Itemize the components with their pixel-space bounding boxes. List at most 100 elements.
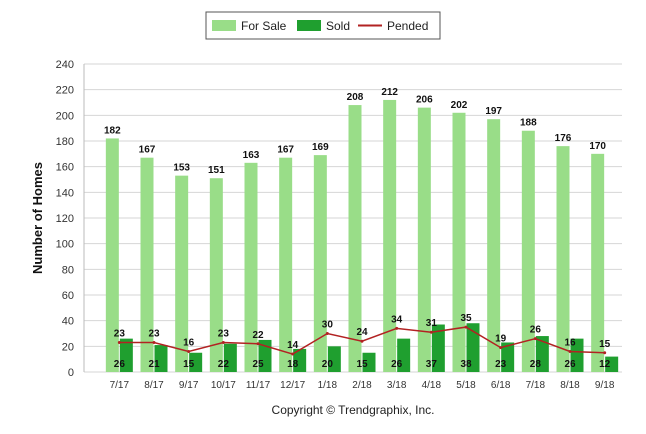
sold-value-label: 15: [356, 359, 368, 370]
sold-value-label: 20: [322, 359, 334, 370]
sold-value-label: 21: [148, 359, 160, 370]
x-tick-label: 8/18: [560, 380, 580, 391]
pended-value-label: 35: [460, 313, 472, 324]
for-sale-value-label: 169: [312, 142, 329, 153]
for-sale-value-label: 151: [208, 165, 225, 176]
for-sale-value-label: 167: [139, 145, 156, 156]
bar-sold: [466, 323, 480, 372]
sold-value-label: 12: [599, 359, 611, 370]
bar-sold: [189, 352, 203, 372]
bar-for-sale: [313, 155, 327, 372]
legend-label-sold: Sold: [326, 19, 350, 33]
pended-value-label: 23: [114, 328, 126, 339]
sold-value-label: 18: [287, 359, 299, 370]
y-tick-label: 220: [56, 85, 74, 97]
pended-value-label: 34: [391, 314, 403, 325]
bar-sold: [431, 324, 445, 372]
pended-value-label: 15: [599, 339, 611, 350]
x-tick-label: 7/18: [526, 380, 546, 391]
pended-point: [221, 340, 225, 344]
y-tick-label: 100: [56, 239, 74, 251]
pended-point: [325, 332, 329, 335]
pended-point: [499, 346, 503, 350]
for-sale-value-label: 163: [243, 150, 260, 161]
y-tick-label: 240: [56, 59, 74, 71]
bar-sold: [397, 338, 411, 372]
for-sale-value-label: 208: [347, 92, 364, 103]
x-axis-ticks: 7/17 8/17 9/17 10/17 11/17 12/17 1/18 2/18 3/18 4…: [110, 380, 615, 391]
pended-value-label: 30: [322, 320, 334, 331]
for-sale-value-label: 212: [381, 87, 398, 98]
for-sale-value-label: 176: [555, 133, 572, 144]
legend-box: [205, 11, 441, 40]
x-tick-label: 8/17: [144, 380, 164, 391]
pended-value-label: 22: [252, 330, 264, 341]
bar-for-sale: [140, 157, 154, 372]
pended-value-label: 24: [356, 327, 368, 338]
legend-label-pended: Pended: [387, 19, 428, 33]
y-axis-ticks: 0 20 40 60 80 100 120 140 160 180 200 220 240: [56, 59, 74, 379]
x-tick-label: 9/18: [595, 380, 615, 391]
pended-value-label: 26: [530, 325, 542, 336]
sold-value-label: 15: [183, 359, 195, 370]
x-tick-label: 10/17: [211, 380, 236, 391]
bar-for-sale: [452, 112, 466, 373]
pended-value-label: 23: [148, 328, 160, 339]
y-tick-label: 20: [62, 341, 74, 353]
pended-point: [603, 351, 607, 355]
sold-value-label: 26: [114, 359, 126, 370]
pended-point: [464, 325, 468, 329]
bar-for-sale: [279, 157, 293, 372]
legend-swatch-sold: [297, 20, 321, 31]
pended-value-label: 16: [183, 337, 195, 348]
x-tick-label: 2/18: [352, 380, 372, 391]
x-tick-label: 12/17: [280, 380, 305, 391]
sold-value-label: 23: [495, 359, 507, 370]
bar-sold: [327, 346, 341, 372]
for-sale-value-label: 182: [104, 125, 121, 136]
bar-for-sale: [556, 146, 570, 372]
y-tick-label: 40: [62, 316, 74, 328]
pended-point: [533, 337, 537, 341]
y-tick-label: 60: [62, 290, 74, 302]
y-tick-label: 140: [56, 187, 74, 199]
x-tick-label: 7/17: [110, 380, 130, 391]
x-tick-label: 9/17: [179, 380, 199, 391]
y-axis-label: Number of Homes: [30, 162, 45, 274]
bar-sold: [223, 343, 237, 372]
for-sale-value-label: 202: [451, 100, 468, 111]
x-tick-label: 6/18: [491, 380, 511, 391]
sold-value-label: 25: [252, 359, 264, 370]
x-tick-label: 3/18: [387, 380, 407, 391]
bar-sold: [570, 338, 584, 372]
bar-for-sale: [591, 153, 605, 372]
bar-sold: [258, 339, 272, 372]
pended-point: [568, 349, 572, 353]
bar-for-sale: [244, 162, 258, 372]
bar-for-sale: [417, 107, 431, 372]
pended-point: [360, 339, 364, 343]
bar-sold: [501, 342, 515, 372]
y-tick-label: 180: [56, 136, 74, 148]
sold-value-label: 22: [218, 359, 230, 370]
bar-sold: [362, 352, 376, 372]
x-tick-label: 11/17: [246, 380, 271, 391]
x-tick-label: 5/18: [456, 380, 476, 391]
pended-point: [256, 342, 260, 346]
pended-point: [395, 326, 399, 330]
data-labels: 182 26 167 21 153 15 151 22 163 25 167 18 169 20 208 15…: [104, 87, 611, 370]
sold-value-label: 38: [460, 359, 472, 370]
for-sale-value-label: 206: [416, 95, 433, 106]
bar-for-sale: [348, 105, 362, 373]
bar-sold: [293, 348, 307, 372]
for-sale-value-label: 167: [277, 145, 294, 156]
pended-value-label: 14: [287, 340, 299, 351]
for-sale-value-label: 197: [485, 106, 502, 117]
sold-value-label: 28: [530, 359, 542, 370]
bars: [105, 99, 619, 373]
for-sale-value-label: 188: [520, 118, 537, 129]
bar-for-sale: [175, 175, 189, 372]
x-tick-label: 4/18: [422, 380, 442, 391]
